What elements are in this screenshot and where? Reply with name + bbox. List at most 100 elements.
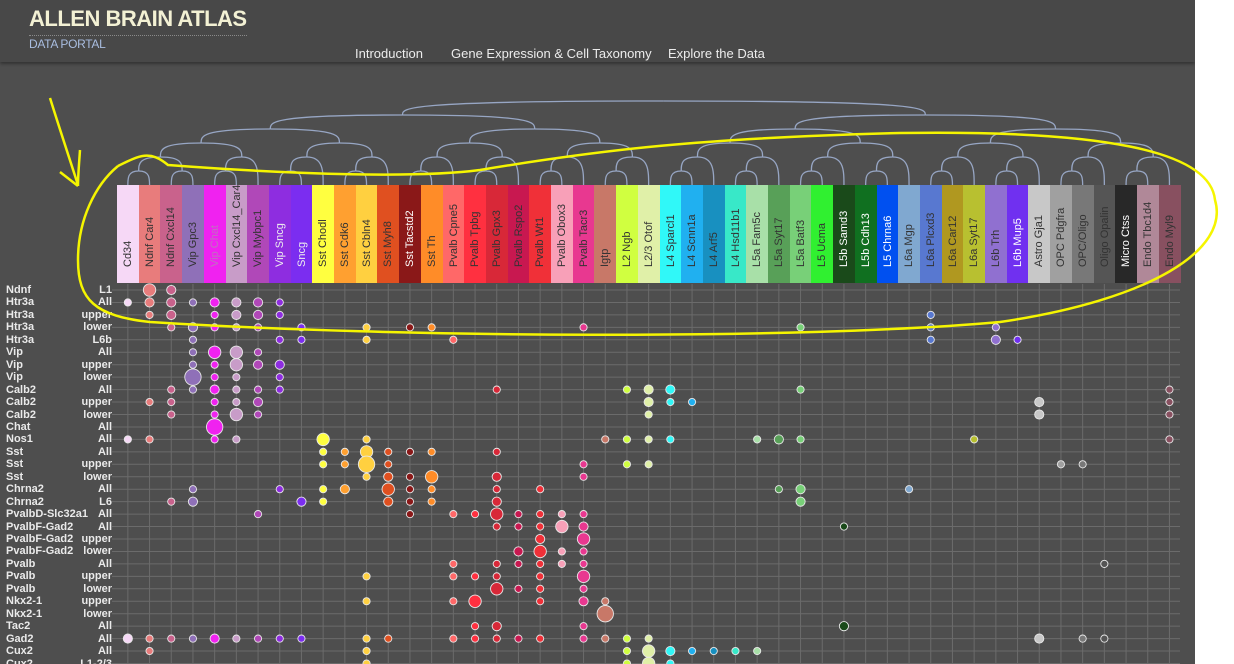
expression-dot[interactable] bbox=[449, 510, 458, 519]
column-header-pvalb-rspo2[interactable]: Pvalb Rspo2 bbox=[507, 185, 530, 283]
column-header-ndnf-cxcl14[interactable]: Ndnf Cxcl14 bbox=[160, 185, 183, 283]
column-header-l4-scnn1a[interactable]: L4 Scnn1a bbox=[681, 185, 704, 283]
expression-dot[interactable] bbox=[427, 447, 436, 456]
expression-dot[interactable] bbox=[449, 335, 458, 344]
row-label[interactable]: Gad2 All bbox=[6, 633, 112, 645]
expression-dot[interactable] bbox=[470, 510, 480, 519]
expression-dot[interactable] bbox=[296, 496, 307, 507]
expression-dot[interactable] bbox=[275, 385, 284, 394]
row-label[interactable]: Sst lower bbox=[6, 471, 112, 483]
expression-dot[interactable] bbox=[145, 397, 154, 407]
expression-dot[interactable] bbox=[229, 407, 244, 422]
expression-dot[interactable] bbox=[644, 410, 653, 419]
expression-dot[interactable] bbox=[491, 496, 502, 507]
column-header-l2-3-otof[interactable]: L2/3 Otof bbox=[637, 185, 660, 283]
expression-dot[interactable] bbox=[555, 519, 569, 534]
expression-dot[interactable] bbox=[357, 455, 376, 473]
expression-dot[interactable] bbox=[970, 435, 979, 444]
expression-dot[interactable] bbox=[666, 397, 675, 407]
expression-dot[interactable] bbox=[427, 485, 436, 494]
expression-dot[interactable] bbox=[166, 309, 177, 320]
expression-dot[interactable] bbox=[557, 547, 566, 556]
expression-dot[interactable] bbox=[232, 397, 241, 407]
column-header-vip-cxcl14-car4[interactable]: Vip Cxcl14_Car4 bbox=[225, 185, 248, 283]
row-label[interactable]: Htr3a upper bbox=[6, 309, 112, 321]
expression-dot[interactable] bbox=[275, 485, 284, 494]
expression-dot[interactable] bbox=[362, 659, 371, 664]
expression-dot[interactable] bbox=[596, 605, 614, 623]
site-logo-title[interactable]: ALLEN BRAIN ATLAS bbox=[29, 6, 247, 36]
expression-dot[interactable] bbox=[252, 396, 264, 408]
column-header-vip-gpc3[interactable]: Vip Gpc3 bbox=[182, 185, 205, 283]
column-header-vip-mybpc1[interactable]: Vip Mybpc1 bbox=[247, 185, 270, 283]
expression-dot[interactable] bbox=[578, 521, 589, 532]
expression-dot[interactable] bbox=[579, 559, 588, 568]
expression-dot[interactable] bbox=[579, 547, 588, 556]
expression-dot[interactable] bbox=[210, 323, 219, 332]
column-header-l5-chrna6[interactable]: L5 Chrna6 bbox=[876, 185, 899, 283]
expression-dot[interactable] bbox=[492, 572, 501, 581]
column-header-astro-gja1[interactable]: Astro Gja1 bbox=[1028, 185, 1051, 283]
expression-dot[interactable] bbox=[145, 634, 154, 643]
expression-dot[interactable] bbox=[578, 596, 589, 607]
expression-dot[interactable] bbox=[253, 323, 263, 332]
expression-dot[interactable] bbox=[253, 634, 263, 643]
column-header-vip-chat[interactable]: Vip Chat bbox=[203, 185, 226, 283]
expression-dot[interactable] bbox=[1056, 460, 1065, 469]
expression-dot[interactable] bbox=[579, 472, 588, 481]
expression-dot[interactable] bbox=[184, 368, 202, 386]
expression-dot[interactable] bbox=[536, 522, 545, 531]
expression-dot[interactable] bbox=[427, 323, 436, 332]
expression-dot[interactable] bbox=[470, 622, 480, 631]
expression-dot[interactable] bbox=[231, 309, 242, 320]
expression-dot[interactable] bbox=[405, 510, 415, 519]
expression-dot[interactable] bbox=[795, 484, 806, 495]
expression-dot[interactable] bbox=[275, 310, 284, 319]
expression-dot[interactable] bbox=[753, 435, 762, 444]
expression-dot[interactable] bbox=[232, 634, 241, 643]
column-header-l6a-plcxd3[interactable]: L6a Plcxd3 bbox=[919, 185, 942, 283]
expression-dot[interactable] bbox=[167, 397, 176, 407]
expression-dot[interactable] bbox=[492, 447, 501, 456]
expression-dot[interactable] bbox=[491, 471, 502, 482]
expression-dot[interactable] bbox=[990, 334, 1001, 345]
column-header-l6b-trh[interactable]: L6b Trh bbox=[985, 185, 1007, 283]
expression-dot[interactable] bbox=[123, 435, 132, 444]
expression-dot[interactable] bbox=[536, 572, 545, 581]
expression-dot[interactable] bbox=[188, 298, 197, 307]
column-header-opc-oligo[interactable]: OPC/Oligo bbox=[1071, 185, 1094, 283]
expression-dot[interactable] bbox=[991, 323, 1000, 332]
column-header-l5-ucma[interactable]: L5 Ucma bbox=[811, 185, 834, 283]
column-header-pvalb-tacr3[interactable]: Pvalb Tacr3 bbox=[572, 185, 595, 283]
expression-dot[interactable] bbox=[145, 310, 154, 319]
expression-dot[interactable] bbox=[665, 646, 676, 657]
expression-dot[interactable] bbox=[275, 373, 284, 382]
expression-dot[interactable] bbox=[122, 633, 133, 644]
expression-dot[interactable] bbox=[753, 647, 762, 656]
column-header-sst-tacstd2[interactable]: Sst Tacstd2 bbox=[399, 185, 422, 283]
expression-dot[interactable] bbox=[666, 659, 675, 664]
expression-dot[interactable] bbox=[1165, 397, 1174, 407]
expression-dot[interactable] bbox=[145, 647, 154, 656]
expression-dot[interactable] bbox=[536, 634, 545, 643]
expression-dot[interactable] bbox=[275, 634, 284, 643]
expression-dot[interactable] bbox=[557, 510, 566, 519]
expression-dot[interactable] bbox=[362, 597, 371, 606]
column-header-l6b-mup5[interactable]: L6b Mup5 bbox=[1006, 185, 1029, 283]
expression-dot[interactable] bbox=[188, 348, 197, 357]
expression-dot[interactable] bbox=[167, 497, 176, 506]
row-label[interactable]: Chrna2 L6 bbox=[6, 496, 112, 508]
expression-dot[interactable] bbox=[319, 447, 328, 456]
column-header-l2-ngb[interactable]: L2 Ngb bbox=[616, 185, 639, 283]
expression-dot[interactable] bbox=[579, 460, 588, 469]
expression-dot[interactable] bbox=[622, 460, 632, 469]
expression-dot[interactable] bbox=[427, 497, 436, 506]
expression-dot[interactable] bbox=[253, 348, 263, 357]
expression-dot[interactable] bbox=[123, 298, 132, 307]
row-label[interactable]: Vip lower bbox=[6, 371, 112, 383]
expression-dot[interactable] bbox=[405, 485, 415, 494]
expression-dot[interactable] bbox=[253, 510, 263, 519]
expression-dot[interactable] bbox=[319, 485, 328, 494]
row-label[interactable]: Pvalb All bbox=[6, 558, 112, 570]
expression-dot[interactable] bbox=[643, 396, 654, 408]
